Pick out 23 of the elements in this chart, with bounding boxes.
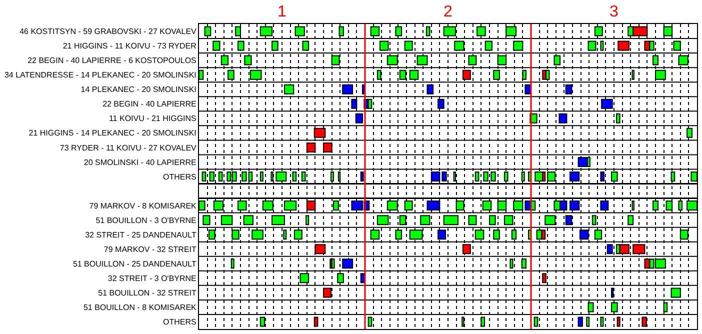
y-tick-label: 51 BOUILLON - 25 DANDENAULT [72, 259, 197, 268]
y-tick-label: 79 MARKOV - 8 KOMISAREK [89, 201, 198, 210]
y-tick-label: 46 KOSTITSYN - 59 GRABOVSKI - 27 KOVALEV [20, 27, 198, 36]
y-tick-label: 32 STREIT - 3 O'BYRNE [108, 274, 196, 283]
y-tick-label: 32 STREIT - 25 DANDENAULT [85, 230, 197, 240]
y-tick-label: 20 SMOLINSKI - 40 LAPIERRE [84, 158, 196, 167]
y-tick-label: 21 HIGGINS - 11 KOIVU - 73 RYDER [62, 42, 197, 51]
y-tick-label: OTHERS [163, 172, 196, 182]
y-tick-label: 79 MARKOV - 32 STREIT [104, 244, 197, 254]
y-tick-label: 73 RYDER - 11 KOIVU - 27 KOVALEV [60, 143, 198, 152]
x-tick-label: 3 [610, 4, 619, 21]
y-tick-label: 11 KOIVU - 21 HIGGINS [108, 114, 196, 124]
y-tick-label: 34 LATENDRESSE - 14 PLEKANEC - 20 SMOLINSKI [4, 70, 196, 80]
y-tick-label: 51 BOUILLON - 32 STREIT [98, 288, 196, 298]
y-tick-label: 22 BEGIN - 40 LAPIERRE [102, 100, 196, 109]
y-tick-label: 51 BOUILLON - 3 O'BYRNE [96, 216, 196, 225]
y-tick-label: 14 PLEKANEC - 20 SMOLINSKI [80, 85, 196, 94]
y-tick-label: OTHERS [163, 318, 196, 327]
x-tick-label: 1 [278, 4, 287, 21]
y-tick-label: 22 BEGIN - 40 LAPIERRE - 6 KOSTOPOULOS [28, 56, 196, 66]
y-tick-label: 21 HIGGINS - 14 PLEKANEC - 20 SMOLINSKI [28, 128, 196, 138]
y-tick-label: 51 BOUILLON - 8 KOMISAREK [83, 303, 198, 312]
x-tick-label: 2 [444, 4, 453, 21]
